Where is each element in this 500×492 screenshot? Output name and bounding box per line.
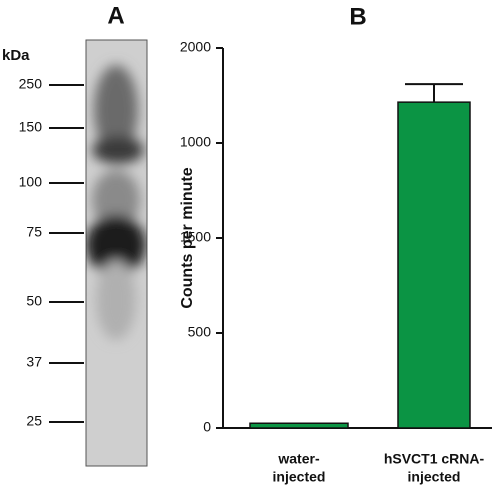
marker-label: 150 (19, 119, 43, 135)
x-tick-label: injected (408, 469, 461, 485)
unit-label: kDa (2, 47, 30, 64)
x-tick-label: hSVCT1 cRNA- (384, 451, 485, 467)
y-tick-label: 500 (188, 324, 212, 340)
marker-label: 25 (26, 413, 42, 429)
y-tick-label: 0 (203, 419, 211, 435)
panel-label: A (107, 2, 124, 29)
marker-label: 250 (19, 76, 43, 92)
y-tick-label: 2000 (180, 39, 211, 55)
y-tick-label: 1500 (180, 229, 211, 245)
marker-label: 75 (26, 224, 42, 240)
panel-label: B (349, 3, 366, 30)
y-tick-label: 1000 (180, 134, 211, 150)
bar (397, 101, 471, 429)
y-axis-label: Counts per minute (179, 167, 196, 308)
x-tick-label: injected (273, 469, 326, 485)
marker-label: 37 (26, 354, 42, 370)
bar (249, 422, 349, 429)
marker-label: 50 (26, 293, 42, 309)
marker-label: 100 (19, 174, 43, 190)
gel-image (85, 39, 148, 467)
x-tick-label: water- (277, 451, 320, 467)
